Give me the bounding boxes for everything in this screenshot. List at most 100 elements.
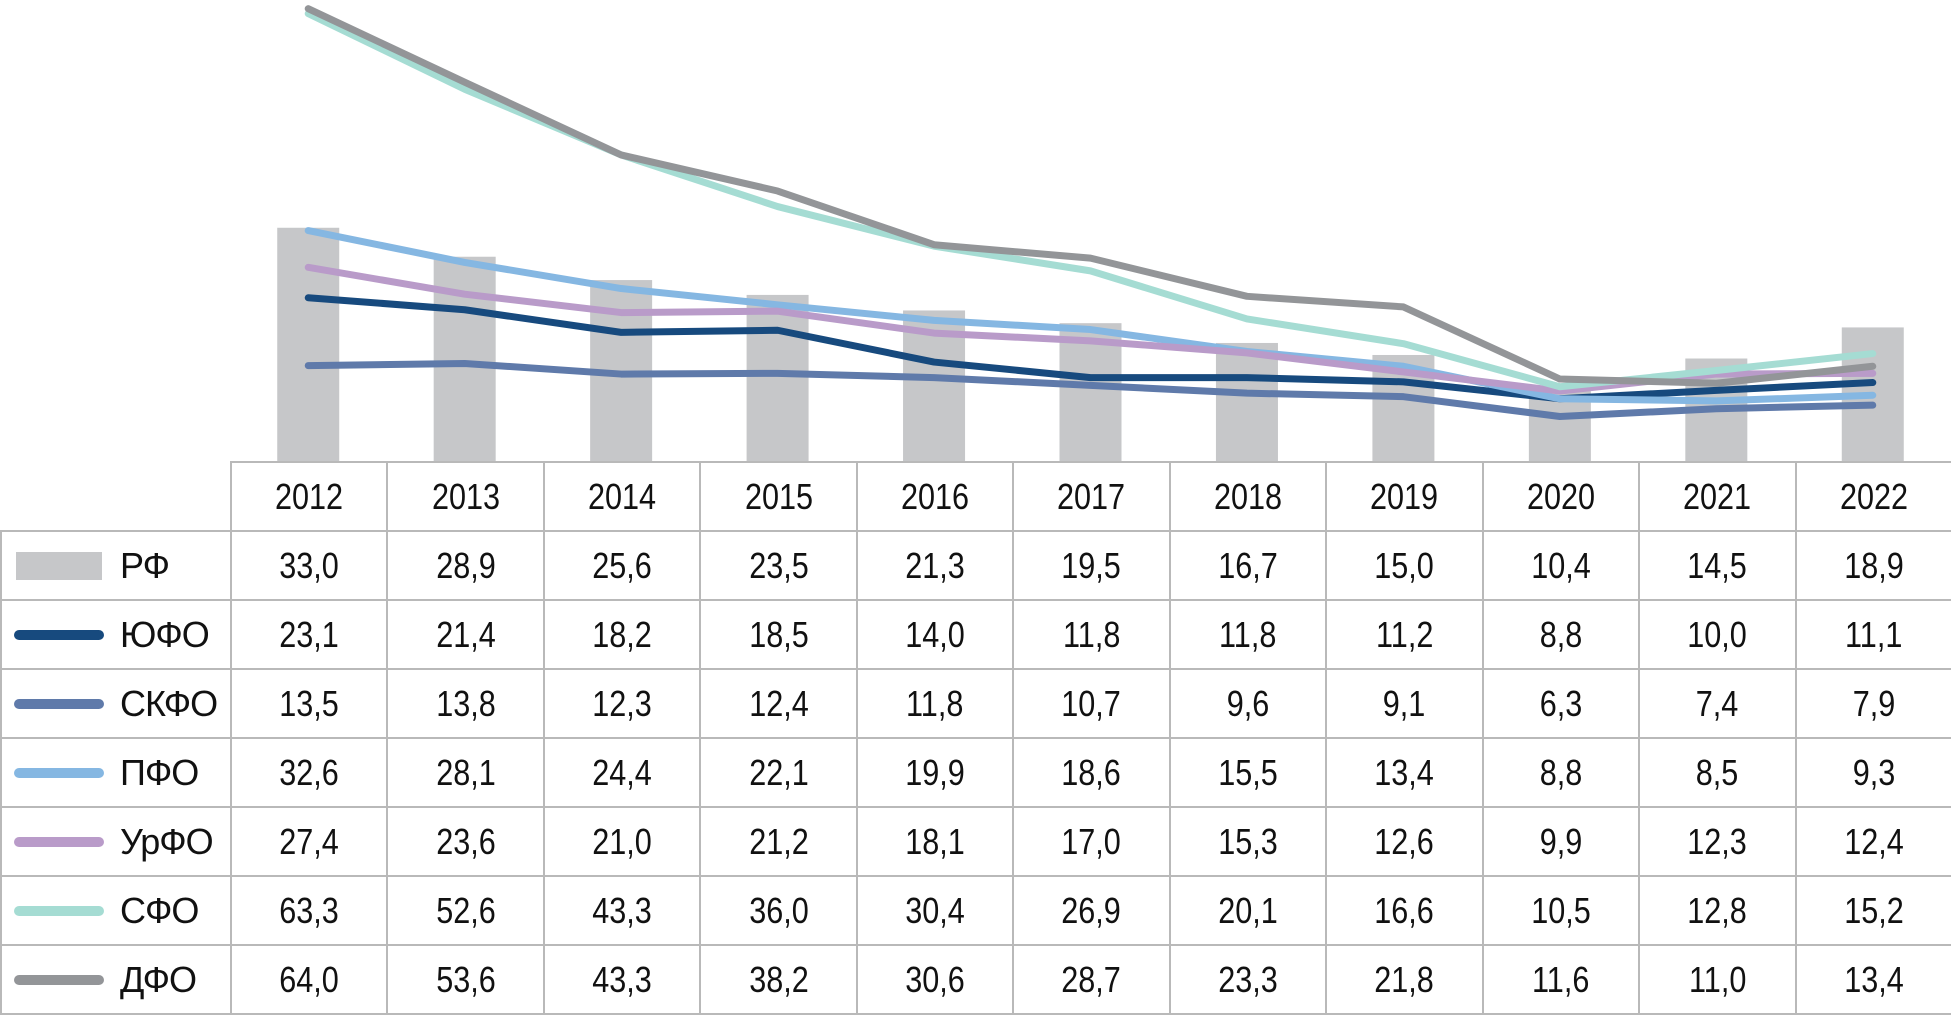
data-label: 13,4 [1794,944,1951,1015]
data-label: 30,6 [855,944,1015,1015]
legend-label: РФ [120,544,170,586]
table-header-row: 2012 2013 2014 2015 2016 2017 2018 2019 2020 2021… [1,461,1951,532]
x-tick-label: 2019 [1325,461,1484,532]
x-tick-label: 2021 [1638,461,1797,532]
data-label: 53,6 [386,944,545,1015]
data-label: 15,2 [1794,875,1951,946]
line-dfo [304,5,1877,387]
data-label: 11,8 [855,668,1015,739]
data-label: 21,8 [1325,944,1484,1015]
table-row-rf: РФ 33,0 28,9 25,6 23,5 21,3 19,5 16,7 15,0 10,4 14… [0,530,1951,601]
data-label: 38,2 [699,944,858,1015]
data-label: 12,6 [1325,806,1484,877]
table-row-yufo: ЮФО 23,1 21,4 18,2 18,5 14,0 11,8 11,8 11,2 8,8 10… [0,599,1951,670]
legend-swatch-sfo [14,905,104,916]
data-label: 15,0 [1325,530,1484,601]
data-label: 43,3 [542,875,702,946]
data-label: 21,3 [855,530,1015,601]
legend-label: УрФО [120,820,214,862]
data-label: 25,6 [542,530,702,601]
data-label: 13,4 [1325,737,1484,808]
data-label: 9,6 [1168,668,1328,739]
data-label: 10,0 [1638,599,1797,670]
data-label: 13,5 [229,668,389,739]
x-tick-label: 2016 [855,461,1015,532]
x-tick-label: 2020 [1481,461,1641,532]
x-tick-label: 2018 [1168,461,1328,532]
data-label: 10,5 [1481,875,1641,946]
data-label: 7,4 [1638,668,1797,739]
legend-entry-dfo: ДФО [0,944,232,1015]
legend-swatch-yufo [14,629,104,640]
data-label: 18,6 [1012,737,1171,808]
data-label: 17,0 [1012,806,1171,877]
bar-rf-2015 [746,294,809,461]
table-row-pfo: ПФО 32,6 28,1 24,4 22,1 19,9 18,6 15,5 13,4 8,8 8,… [0,737,1951,808]
data-label: 11,8 [1168,599,1328,670]
table-row-urfo: УрФО 27,4 23,6 21,0 21,2 18,1 17,0 15,3 12,6 9,9 1… [0,806,1951,877]
data-label: 11,8 [1012,599,1171,670]
bar-rf-2017 [1059,323,1122,461]
table-corner [1,462,232,532]
legend-entry-yufo: ЮФО [0,599,232,670]
data-label: 12,3 [1638,806,1797,877]
bar-rf-2012 [277,227,340,461]
x-tick-label: 2022 [1794,461,1951,532]
bar-rf-2018 [1215,342,1278,461]
data-label: 52,6 [386,875,545,946]
data-label: 43,3 [542,944,702,1015]
data-label: 21,2 [699,806,858,877]
data-label: 9,9 [1481,806,1641,877]
bar-series-rf [277,227,1904,461]
data-label: 8,5 [1638,737,1797,808]
data-label: 22,1 [699,737,858,808]
data-label: 23,3 [1168,944,1328,1015]
data-label: 28,7 [1012,944,1171,1015]
data-label: 12,4 [699,668,858,739]
table-row-sfo: СФО 63,3 52,6 43,3 36,0 30,4 26,9 20,1 16,6 10,5 1… [0,875,1951,946]
data-label: 27,4 [229,806,389,877]
x-tick-label: 2017 [1012,461,1171,532]
data-label: 14,5 [1638,530,1797,601]
data-label: 13,8 [386,668,545,739]
data-label: 18,2 [542,599,702,670]
data-label: 16,7 [1168,530,1328,601]
table-row-dfo: ДФО 64,0 53,6 43,3 38,2 30,6 28,7 23,3 21,8 11,6 1… [0,944,1951,1015]
legend-entry-rf: РФ [0,530,232,601]
data-label: 18,1 [855,806,1015,877]
data-label: 21,0 [542,806,702,877]
data-label: 26,9 [1012,875,1171,946]
data-label: 63,3 [229,875,389,946]
data-label: 11,6 [1481,944,1641,1015]
data-label: 8,8 [1481,737,1641,808]
data-label: 18,9 [1794,530,1951,601]
legend-swatch-rf [16,551,102,580]
legend-swatch-urfo [14,836,104,847]
data-label: 9,3 [1794,737,1951,808]
x-tick-label: 2012 [229,461,389,532]
legend-entry-urfo: УрФО [0,806,232,877]
legend-label: ЮФО [120,613,210,655]
data-label: 14,0 [855,599,1015,670]
legend-swatch-dfo [14,974,104,985]
data-label: 28,1 [386,737,545,808]
data-label: 19,9 [855,737,1015,808]
data-label: 10,7 [1012,668,1171,739]
chart-plot-area [277,5,1904,461]
data-table: 2012 2013 2014 2015 2016 2017 2018 2019 2020 2021… [0,461,1951,1015]
x-tick-label: 2015 [699,461,858,532]
data-label: 19,5 [1012,530,1171,601]
data-label: 6,3 [1481,668,1641,739]
data-label: 32,6 [229,737,389,808]
data-label: 11,0 [1638,944,1797,1015]
data-label: 12,3 [542,668,702,739]
data-label: 11,1 [1794,599,1951,670]
data-label: 23,1 [229,599,389,670]
legend-swatch-pfo [14,767,104,778]
data-label: 64,0 [229,944,389,1015]
data-label: 20,1 [1168,875,1328,946]
data-label: 12,8 [1638,875,1797,946]
data-label: 10,4 [1481,530,1641,601]
data-label: 18,5 [699,599,858,670]
legend-label: ДФО [120,958,197,1000]
